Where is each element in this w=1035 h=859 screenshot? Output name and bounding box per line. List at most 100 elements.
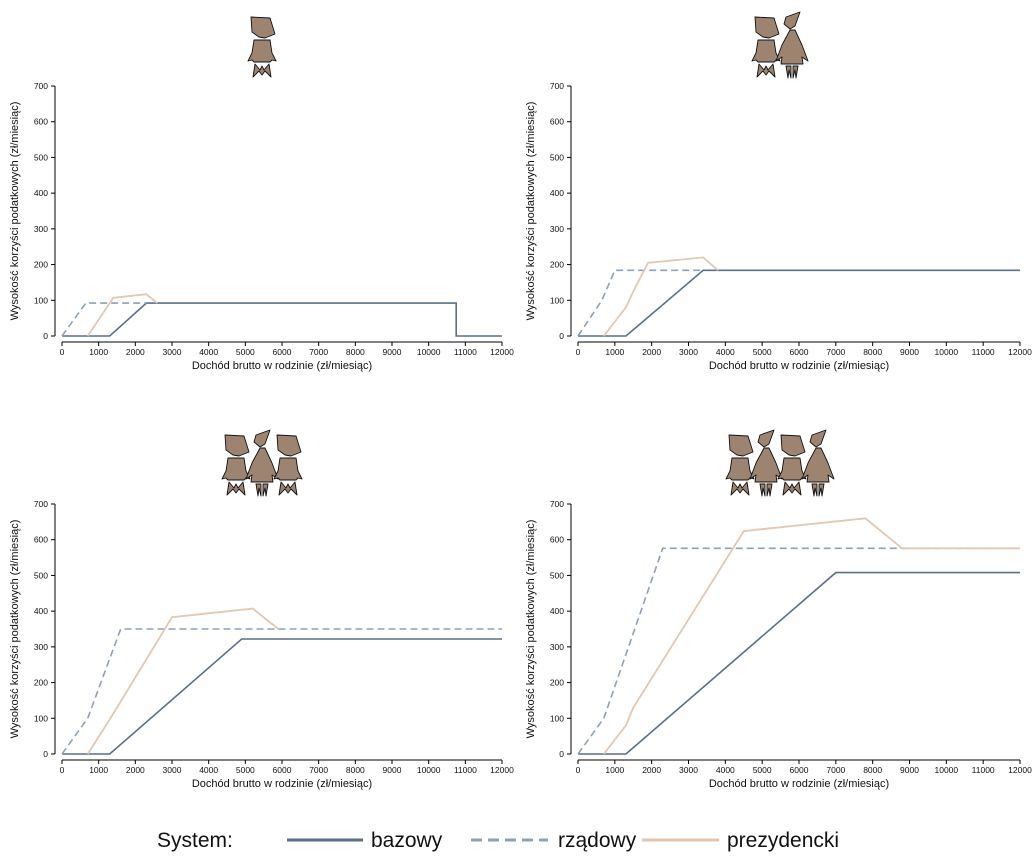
x-tick-label: 6000 (273, 765, 292, 775)
x-tick-label: 8000 (346, 347, 365, 357)
x-tick-label: 3000 (679, 347, 698, 357)
y-tick-label: 400 (34, 606, 48, 616)
y-tick-label: 100 (550, 295, 564, 305)
series-line-bazowy (62, 638, 502, 755)
person-icon (273, 434, 303, 496)
legend-label-rzadowy: rządowy (558, 829, 637, 852)
y-tick-label: 0 (559, 749, 564, 759)
x-tick-label: 1000 (605, 765, 624, 775)
x-axis-label: Dochód brutto w rodzinie (zł/miesiąc) (192, 360, 372, 372)
person-icon (247, 16, 277, 78)
series-line-rzadowy (61, 302, 147, 337)
x-tick-label: 9000 (900, 347, 919, 357)
x-tick-label: 2000 (126, 347, 145, 357)
person-icon (221, 434, 251, 496)
y-tick-label: 300 (550, 642, 564, 652)
y-tick-label: 300 (550, 224, 564, 234)
x-tick-label: 7000 (826, 765, 845, 775)
series-line-prezydencki (603, 256, 719, 337)
series-line-prezydencki (86, 607, 279, 755)
family-icon (247, 16, 277, 78)
y-tick-label: 600 (34, 117, 48, 127)
x-axis-label: Dochód brutto w rodzinie (zł/miesiąc) (709, 778, 889, 790)
x-tick-label: 9000 (383, 347, 402, 357)
x-tick-label: 11000 (454, 765, 477, 775)
y-tick-label: 100 (34, 295, 48, 305)
x-tick-label: 7000 (309, 765, 328, 775)
x-tick-label: 4000 (199, 765, 218, 775)
y-tick-label: 500 (550, 570, 564, 580)
x-tick-label: 2000 (126, 765, 145, 775)
y-tick-label: 0 (559, 331, 564, 341)
x-tick-label: 11000 (972, 347, 995, 357)
x-tick-label: 3000 (679, 765, 698, 775)
y-tick-label: 600 (550, 535, 564, 545)
x-tick-label: 5000 (753, 347, 772, 357)
x-tick-label: 6000 (790, 347, 809, 357)
legend: System: bazowy rządowy prezydencki (157, 829, 839, 852)
x-axis-label: Dochód brutto w rodzinie (zł/miesiąc) (192, 778, 372, 790)
y-tick-label: 500 (34, 570, 48, 580)
x-tick-label: 5000 (236, 765, 255, 775)
x-tick-label: 8000 (863, 765, 882, 775)
x-tick-label: 3000 (163, 347, 182, 357)
x-tick-label: 8000 (346, 765, 365, 775)
series-line-rzadowy (577, 547, 1020, 755)
x-tick-label: 7000 (826, 347, 845, 357)
y-tick-label: 700 (34, 81, 48, 91)
y-axis-label: Wysokość korzyści podatkowych (zł/miesią… (9, 520, 21, 739)
y-tick-label: 700 (34, 499, 48, 509)
person-icon (801, 429, 835, 497)
x-tick-label: 12000 (1008, 765, 1032, 775)
x-tick-label: 12000 (490, 347, 514, 357)
x-tick-label: 1000 (605, 347, 624, 357)
x-tick-label: 0 (60, 765, 65, 775)
x-tick-label: 2000 (642, 347, 661, 357)
x-tick-label: 6000 (790, 765, 809, 775)
x-tick-label: 5000 (753, 765, 772, 775)
person-icon (751, 16, 781, 78)
y-tick-label: 700 (550, 499, 564, 509)
x-tick-label: 1000 (89, 765, 108, 775)
x-tick-label: 1000 (89, 347, 108, 357)
x-tick-label: 4000 (716, 347, 735, 357)
family-icon (751, 11, 809, 79)
x-tick-label: 10000 (417, 347, 441, 357)
series-line-prezydencki (86, 293, 158, 337)
series-line-rzadowy (577, 269, 704, 337)
series-line-bazowy (578, 269, 1020, 337)
x-tick-label: 0 (576, 765, 581, 775)
series-line-bazowy (62, 302, 502, 337)
x-tick-label: 6000 (273, 347, 292, 357)
legend-label-prezydencki: prezydencki (727, 829, 839, 852)
x-tick-label: 2000 (642, 765, 661, 775)
x-tick-label: 12000 (1008, 347, 1032, 357)
x-tick-label: 10000 (935, 347, 959, 357)
x-tick-label: 11000 (972, 765, 995, 775)
y-tick-label: 200 (34, 260, 48, 270)
series-line-prezydencki (603, 517, 1020, 755)
y-tick-label: 0 (43, 331, 48, 341)
y-tick-label: 700 (550, 81, 564, 91)
y-tick-label: 300 (34, 642, 48, 652)
x-tick-label: 5000 (236, 347, 255, 357)
x-tick-label: 11000 (454, 347, 477, 357)
x-tick-label: 9000 (900, 765, 919, 775)
y-tick-label: 400 (550, 606, 564, 616)
x-tick-label: 0 (60, 347, 65, 357)
person-icon (775, 11, 809, 79)
y-axis-label: Wysokość korzyści podatkowych (zł/miesią… (525, 102, 537, 321)
y-tick-label: 400 (34, 188, 48, 198)
x-tick-label: 3000 (163, 765, 182, 775)
x-tick-label: 0 (576, 347, 581, 357)
family-icon (725, 429, 835, 497)
y-tick-label: 0 (43, 749, 48, 759)
y-tick-label: 200 (34, 678, 48, 688)
legend-title: System: (157, 829, 233, 852)
x-tick-label: 7000 (309, 347, 328, 357)
